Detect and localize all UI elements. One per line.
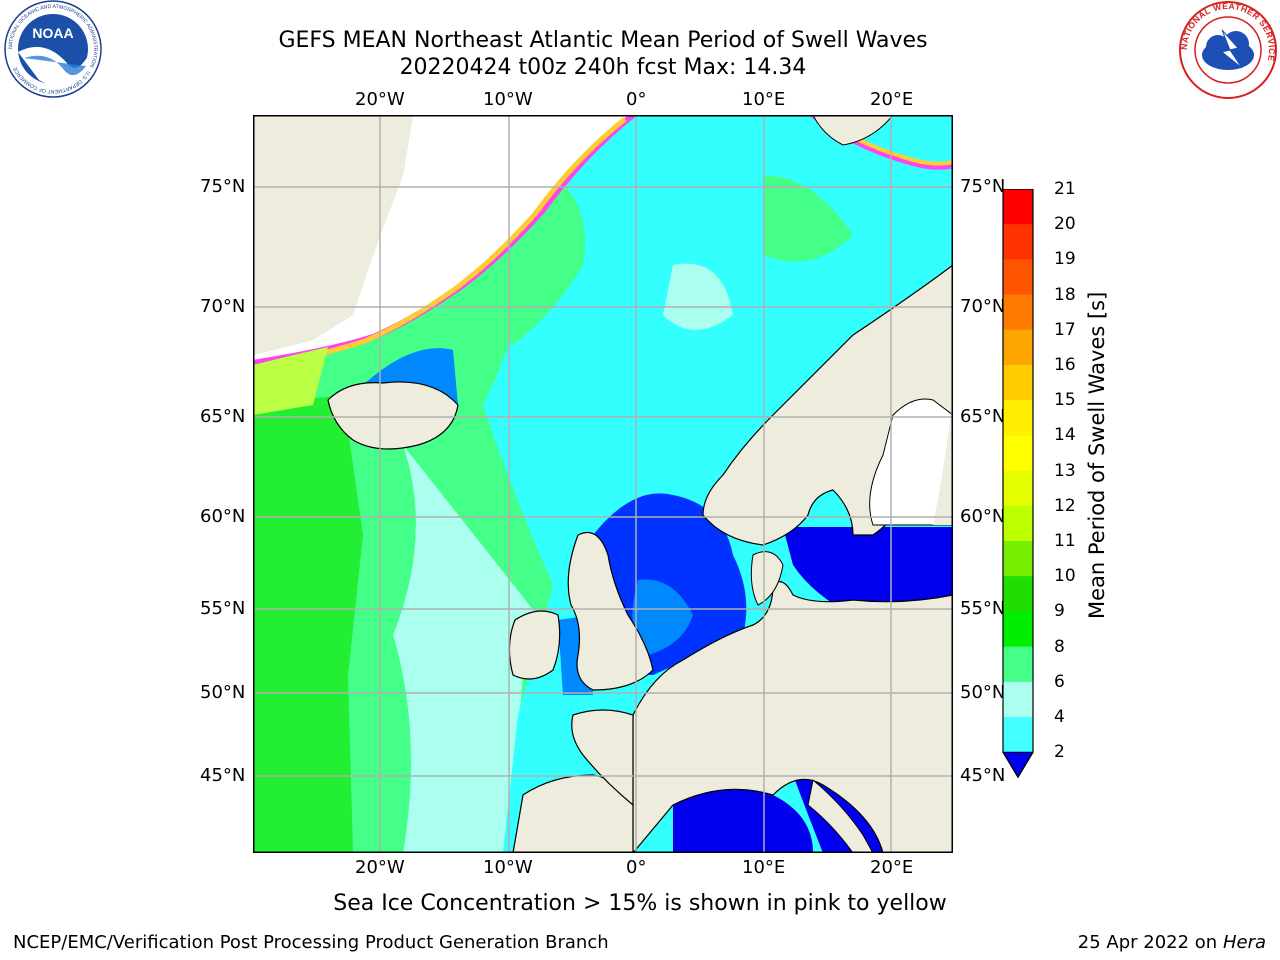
noaa-logo: NOAA NATIONAL OCEANIC AND ATMOSPHERIC AD… xyxy=(4,0,102,98)
baltic-deep-blue xyxy=(783,527,953,618)
lon-label-bottom-0: 0° xyxy=(626,857,647,878)
lat-label-right-75n: 75°N xyxy=(960,176,1006,197)
colorbar-tick-label: 10 xyxy=(1054,566,1076,587)
ireland xyxy=(508,610,561,680)
denmark xyxy=(750,551,784,606)
chart-title: GEFS MEAN Northeast Atlantic Mean Period… xyxy=(278,28,928,53)
lat-label-right-60n: 60°N xyxy=(960,506,1006,527)
colorbar-tick-label: 11 xyxy=(1054,531,1076,551)
colorbar-swatch xyxy=(1003,611,1033,648)
colorbar-tick-label: 20 xyxy=(1054,214,1076,235)
colorbar-tick-label: 19 xyxy=(1054,249,1076,270)
colorbar-tick-label: 4 xyxy=(1054,707,1065,727)
mediterranean-west-blue xyxy=(673,789,813,853)
lon-label-bottom-10e: 10°E xyxy=(742,857,786,878)
colorbar-swatch xyxy=(1003,189,1033,225)
colorbar-swatch xyxy=(1003,400,1033,436)
colorbar-tick-label: 14 xyxy=(1054,425,1076,446)
footer-right: 25 Apr 2022 on Hera xyxy=(1077,932,1266,953)
colorbar-tick-label: 12 xyxy=(1054,495,1076,516)
colorbar-swatch xyxy=(1003,681,1033,718)
swell-period-map xyxy=(252,110,954,855)
footer-host: Hera xyxy=(1222,932,1266,953)
lon-label-top-0: 0° xyxy=(626,89,647,110)
colorbar-swatch xyxy=(1003,505,1033,542)
colorbar-swatch xyxy=(1003,365,1033,401)
great-britain xyxy=(567,531,654,691)
colorbar-tick-label: 8 xyxy=(1054,636,1065,657)
footer-left: NCEP/EMC/Verification Post Processing Pr… xyxy=(13,932,609,953)
colorbar xyxy=(1002,188,1036,788)
ocean-lightcyan-patch xyxy=(663,263,733,330)
colorbar-tick-label: 16 xyxy=(1054,355,1076,375)
lat-label-right-50n: 50°N xyxy=(960,682,1006,703)
sea-ice-edge-yellow xyxy=(252,117,627,373)
iceland xyxy=(327,381,459,450)
colorbar-tick-label: 15 xyxy=(1054,390,1076,411)
colorbar-swatch xyxy=(1003,717,1033,753)
lat-label-right-70n: 70°N xyxy=(960,296,1006,317)
colorbar-swatch xyxy=(1003,470,1033,507)
lat-label-left-70n: 70°N xyxy=(200,296,246,317)
lon-label-top-10e: 10°E xyxy=(742,89,786,110)
svalbard xyxy=(812,114,895,146)
graticule xyxy=(253,115,953,853)
colorbar-tick-label: 17 xyxy=(1054,319,1076,340)
colorbar-tick-label: 6 xyxy=(1054,671,1065,692)
lat-label-left-50n: 50°N xyxy=(200,682,246,703)
france-brittany xyxy=(571,709,634,807)
colorbar-swatches xyxy=(1002,188,1034,779)
lon-label-top-20e: 20°E xyxy=(870,89,914,110)
lon-label-bottom-10w: 10°W xyxy=(483,857,533,878)
lat-label-right-55n: 55°N xyxy=(960,598,1006,619)
colorbar-tick-label: 13 xyxy=(1054,460,1076,481)
colorbar-frame xyxy=(1002,188,1034,779)
colorbar-swatch xyxy=(1003,224,1033,260)
lon-label-top-10w: 10°W xyxy=(483,89,533,110)
lat-label-left-75n: 75°N xyxy=(200,176,246,197)
lat-label-left-55n: 55°N xyxy=(200,598,246,619)
colorbar-swatch xyxy=(1003,435,1033,472)
colorbar-label: Mean Period of Swell Waves [s] xyxy=(1085,291,1109,619)
ocean-green-west xyxy=(253,395,363,853)
lat-label-right-45n: 45°N xyxy=(960,765,1006,786)
colorbar-swatch xyxy=(1003,646,1033,683)
north-sea-midblue xyxy=(632,579,693,655)
colorbar-tick-label: 2 xyxy=(1054,742,1065,763)
sea-ice-free-white xyxy=(253,115,633,360)
lat-label-left-60n: 60°N xyxy=(200,506,246,527)
colorbar-tick-label: 21 xyxy=(1054,179,1076,199)
ocean-lightcyan-band xyxy=(393,445,553,853)
ocean-green-patch-2 xyxy=(763,175,853,262)
nws-logo: NATIONAL WEATHER SERVICE xyxy=(1178,0,1278,100)
lat-label-left-65n: 65°N xyxy=(200,406,246,427)
colorbar-extend-arrow xyxy=(1002,751,1034,779)
colorbar-swatch xyxy=(1003,541,1033,577)
noaa-logo-text: NOAA xyxy=(32,25,73,41)
continental-europe xyxy=(632,581,954,855)
sea-ice-note: Sea Ice Concentration > 15% is shown in … xyxy=(333,891,947,916)
lon-label-top-20w: 20°W xyxy=(355,89,405,110)
ocean-green-patch-1 xyxy=(498,175,585,345)
map-panel xyxy=(252,110,954,855)
greenland-coast-period xyxy=(253,347,328,415)
lat-label-right-65n: 65°N xyxy=(960,406,1006,427)
colorbar-tick-label: 18 xyxy=(1054,284,1076,305)
lat-label-left-45n: 45°N xyxy=(200,765,246,786)
lon-label-bottom-20w: 20°W xyxy=(355,857,405,878)
colorbar-swatch xyxy=(1003,576,1033,612)
colorbar-swatch xyxy=(1003,329,1033,366)
chart-subtitle: 20220424 t00z 240h fcst Max: 14.34 xyxy=(399,55,807,80)
colorbar-swatch xyxy=(1003,259,1033,296)
map-border xyxy=(253,115,953,853)
colorbar-tick-label: 9 xyxy=(1054,601,1065,622)
lon-label-bottom-20e: 20°E xyxy=(870,857,914,878)
colorbar-swatch xyxy=(1003,294,1033,331)
greenland-land xyxy=(253,115,413,355)
